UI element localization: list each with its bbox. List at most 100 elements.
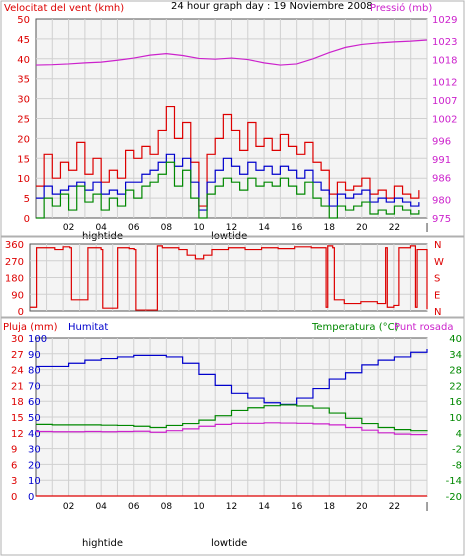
y-tick-label: 80	[28, 366, 41, 377]
y-tick-label: 360	[5, 240, 24, 251]
x-tick-label: 14	[258, 502, 270, 512]
wind-pressure-series	[35, 39, 428, 219]
hightide-label-bottom: hightide	[82, 538, 123, 549]
series-vent-m-nim	[36, 161, 420, 219]
y-tick-label: 70	[28, 381, 41, 392]
x-tick-label: 02	[63, 223, 74, 233]
y-tick-label: 28	[449, 366, 462, 377]
y-tick-label: 16	[449, 397, 462, 408]
x-tick-end-mark: |	[425, 502, 428, 512]
y-tick-label: 50	[17, 15, 30, 26]
x-tick-label: 22	[389, 502, 400, 512]
x-tick-label: 06	[128, 502, 140, 512]
series-wind-direction	[30, 245, 428, 311]
y-tick-label: -20	[446, 492, 462, 503]
series-punt-rosada	[36, 422, 428, 436]
y-tick-label: 30	[11, 334, 24, 345]
y-tick-label: 60	[28, 397, 41, 408]
y-tick-label: 90	[11, 290, 24, 301]
y-tick-label: 50	[28, 413, 41, 424]
temp-humidity-series	[36, 349, 428, 497]
y-tick-label: -8	[452, 460, 462, 471]
pressure-axis-title: Pressió (mb)	[370, 2, 432, 14]
compass-tick-label: N	[434, 307, 441, 318]
y-tick-label: 0	[18, 307, 24, 318]
y-tick-label: 20	[28, 460, 41, 471]
y-tick-label: 15	[17, 154, 30, 165]
y-tick-label: 34	[449, 350, 462, 361]
x-tick-label: 20	[356, 223, 368, 233]
y-tick-label: 25	[17, 115, 30, 126]
y-tick-label: 22	[449, 381, 462, 392]
y-tick-label: 10	[28, 476, 41, 487]
pressure-axis: 975 980 986 991 996 1002 1007 1012 1018 1023 1029	[432, 15, 457, 225]
y-tick-label: 18	[11, 397, 24, 408]
y-tick-label: 986	[432, 173, 451, 184]
y-tick-label: 0	[24, 214, 30, 225]
x-tick-label: 18	[324, 502, 336, 512]
y-tick-label: 40	[28, 429, 41, 440]
series-pressi-	[35, 39, 428, 66]
series-temperatura	[36, 404, 428, 432]
direction-panel-frame	[0, 236, 465, 318]
x-tick-label: 12	[226, 223, 237, 233]
y-tick-label: 991	[432, 155, 451, 166]
wind-time-axis: 02 04 06 08 10 12 14 16 18 20 22 |	[63, 223, 429, 233]
x-tick-label: 16	[291, 502, 303, 512]
x-tick-label: 10	[193, 223, 205, 233]
y-tick-label: 975	[432, 214, 451, 225]
y-tick-label: 996	[432, 137, 451, 148]
temp-humidity-panel-frame	[0, 317, 465, 556]
y-tick-label: 0	[28, 492, 34, 503]
compass-tick-label: W	[434, 257, 444, 268]
y-tick-label: 980	[432, 196, 451, 207]
compass-tick-label: S	[434, 274, 440, 285]
y-tick-label: 15	[11, 413, 24, 424]
compass-tick-label: N	[434, 240, 441, 251]
temp-humidity-grid	[36, 338, 428, 496]
x-tick-label: 04	[95, 502, 107, 512]
y-tick-label: 0	[11, 492, 17, 503]
y-tick-label: -2	[452, 445, 462, 456]
y-tick-label: 90	[28, 350, 41, 361]
y-tick-label: 3	[11, 476, 17, 487]
y-tick-label: 4	[456, 429, 462, 440]
y-tick-label: 9	[11, 445, 17, 456]
direction-grid	[30, 244, 428, 311]
y-tick-label: 6	[11, 460, 17, 471]
wind-speed-axis-title: Velocitat del vent (kmh)	[4, 3, 124, 14]
chart-title: 24 hour graph day : 19 Noviembre 2008	[171, 1, 373, 12]
y-tick-label: 27	[11, 350, 24, 361]
y-tick-label: 1002	[432, 115, 457, 126]
direction-degree-axis: 0 90 180 270 360	[5, 240, 24, 318]
x-tick-label: 04	[95, 223, 107, 233]
x-tick-label: 06	[128, 223, 140, 233]
x-tick-label: 02	[63, 502, 74, 512]
temp-time-axis: 02 04 06 08 10 12 14 16 18 20 22 |	[63, 502, 429, 512]
y-tick-label: 1018	[432, 56, 457, 67]
y-tick-label: 180	[5, 274, 24, 285]
x-tick-label: 14	[258, 223, 270, 233]
x-tick-label: 12	[226, 502, 237, 512]
y-tick-label: 30	[28, 445, 41, 456]
series-ratxa	[36, 105, 420, 207]
wind-pressure-panel-frame	[0, 0, 465, 237]
y-tick-label: 35	[17, 75, 30, 86]
x-tick-label: 22	[389, 223, 400, 233]
y-tick-label: 40	[449, 334, 462, 345]
rain-axis-title: Pluja (mm)	[3, 322, 58, 333]
x-tick-label: 16	[291, 223, 303, 233]
x-tick-label: 08	[161, 502, 173, 512]
x-tick-label: 18	[324, 223, 336, 233]
humidity-axis-title: Humitat	[68, 322, 108, 333]
y-tick-label: 40	[17, 55, 30, 66]
y-tick-label: 20	[17, 134, 30, 145]
y-tick-label: 12	[11, 429, 24, 440]
x-tick-end-mark: |	[425, 223, 428, 233]
y-tick-label: 21	[11, 381, 24, 392]
series-vent-mitj-	[36, 153, 420, 211]
y-tick-label: 100	[28, 334, 47, 345]
x-tick-label: 20	[356, 502, 368, 512]
